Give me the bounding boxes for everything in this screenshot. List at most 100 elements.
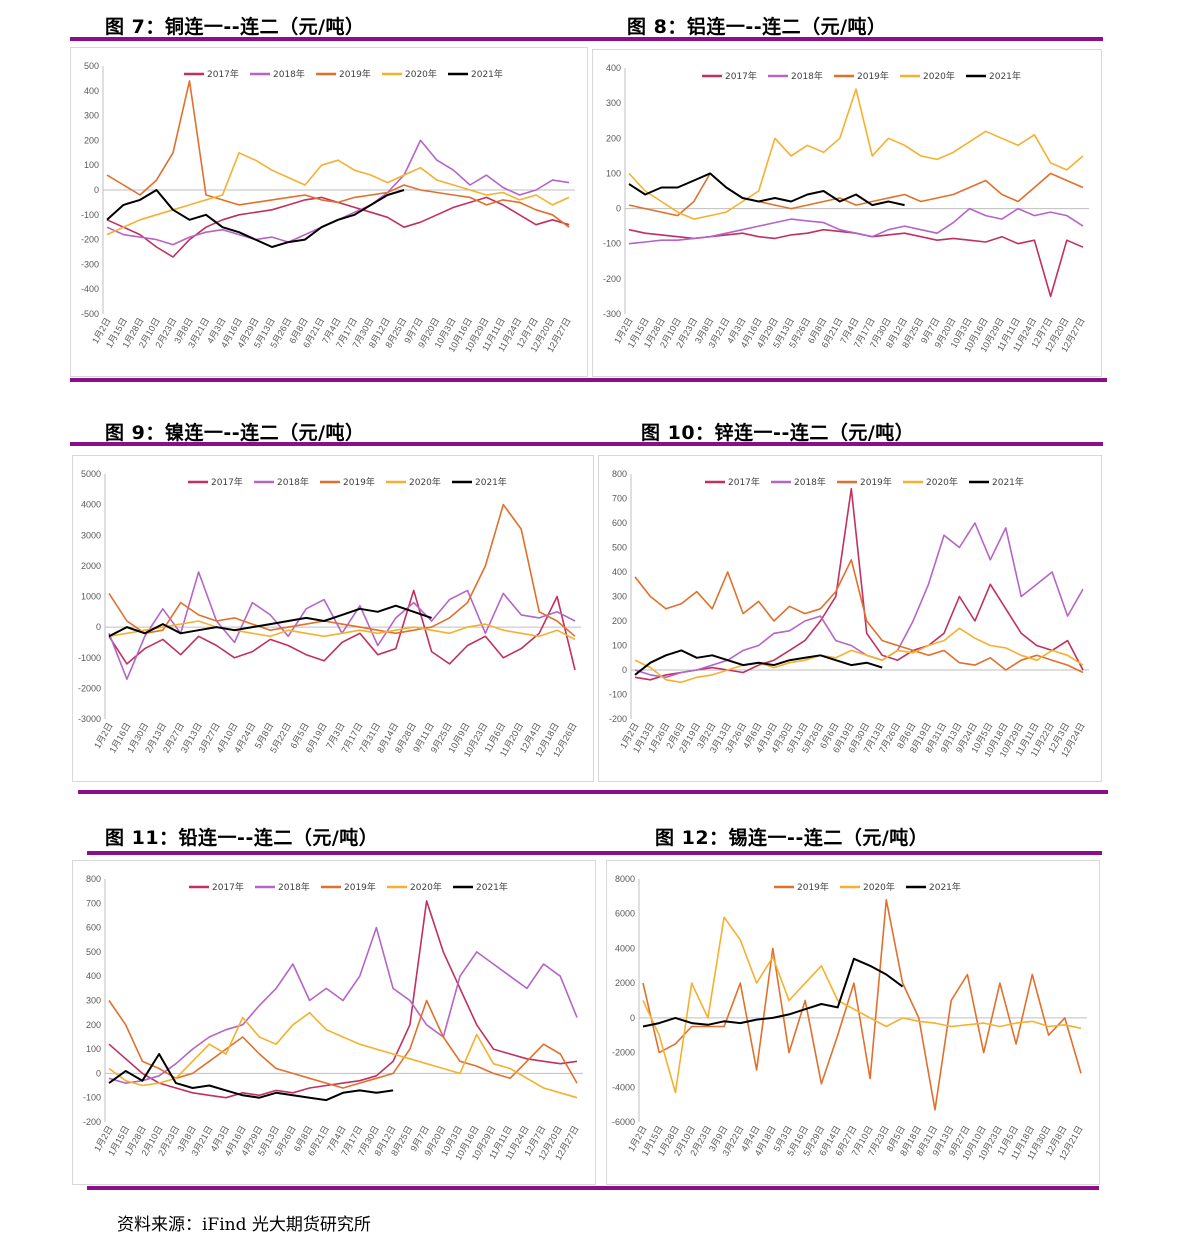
y-tick-label: 6000 [615, 909, 635, 919]
y-tick-label: 3000 [81, 530, 101, 540]
y-tick-label: -2000 [78, 683, 101, 693]
rule-row1-bottom [70, 378, 1107, 382]
y-tick-label: 2000 [81, 561, 101, 571]
legend-label: 2021年 [476, 881, 508, 893]
y-tick-label: 100 [86, 1044, 101, 1054]
chart-svg: 80006000400020000-2000-4000-60001月2日1月15… [612, 874, 1087, 1162]
legend-label: 2019年 [343, 476, 375, 488]
legend-label: 2021年 [471, 68, 503, 80]
chart-panel-lead: 800 700 600 500 400 300 200 100 0 -100 -200 1月2日 1月1… [72, 860, 596, 1185]
y-tick-label: 0 [96, 1068, 101, 1078]
y-tick-label: 200 [86, 1020, 101, 1030]
y-tick-label: 800 [612, 469, 627, 479]
fig11-title: 图 11：铅连一--连二（元/吨） [105, 827, 379, 849]
legend-label: 2018年 [278, 881, 310, 893]
series-line-2021年 [108, 1053, 394, 1102]
legend-label: 2018年 [791, 70, 823, 82]
chart-svg: 5004003002001000-100-200-300-400-5001月2日… [81, 61, 575, 354]
y-tick-label: 0 [96, 622, 101, 632]
chart-panel-tin: 8000 6000 4000 2000 0 -2000 -4000 -6000 1月2日 1月15… [606, 860, 1100, 1185]
y-tick-label: -100 [81, 210, 99, 220]
y-tick-label: -300 [81, 259, 99, 269]
y-tick-label: 600 [86, 923, 101, 933]
y-tick-label: 8000 [615, 874, 635, 884]
series-line-2019年 [642, 898, 1082, 1111]
series-line-2019年 [108, 999, 578, 1089]
series-line-2020年 [108, 1011, 578, 1099]
series-line-2019年 [108, 503, 576, 637]
y-tick-label: 200 [612, 616, 627, 626]
y-tick-label: 4000 [615, 943, 635, 953]
y-tick-label: 100 [612, 641, 627, 651]
y-tick-label: -3000 [78, 714, 101, 724]
y-tick-label: 500 [84, 61, 99, 71]
rule-row2-titles [70, 442, 1103, 446]
series-line-2018年 [108, 571, 576, 680]
legend-label: 2021年 [992, 476, 1024, 488]
y-tick-label: -200 [603, 274, 621, 284]
y-tick-label: 800 [86, 874, 101, 884]
y-tick-label: -4000 [612, 1082, 635, 1092]
chart-panel-aluminium: 400 300 200 100 0 -100 -200 -300 1月2日 1月15日 1月28日 2… [592, 49, 1102, 377]
y-tick-label: -2000 [612, 1048, 635, 1058]
series-line-2019年 [628, 172, 1084, 217]
y-tick-label: 300 [86, 996, 101, 1006]
legend-label: 2017年 [212, 881, 244, 893]
y-tick-label: 400 [606, 63, 621, 73]
y-tick-label: 700 [86, 898, 101, 908]
fig12-title: 图 12：锡连一--连二（元/吨） [655, 827, 929, 849]
y-tick-label: -500 [81, 309, 99, 319]
source-note: 资料来源：iFind 光大期货研究所 [117, 1215, 371, 1235]
series-line-2020年 [628, 88, 1084, 220]
rule-top-under-titles [70, 37, 1103, 41]
fig8-title: 图 8：铝连一--连二（元/吨） [627, 16, 887, 38]
legend-label: 2020年 [410, 881, 442, 893]
legend-label: 2018年 [273, 68, 305, 80]
series-line-2017年 [106, 196, 570, 258]
chart-panel-zinc: 800 700 600 500 400 300 200 100 0 -100 -200 1月2日 1月1… [598, 455, 1102, 782]
y-tick-label: 1000 [81, 592, 101, 602]
rule-row3-bottom [87, 1186, 1099, 1190]
legend-label: 2018年 [794, 476, 826, 488]
y-tick-label: 500 [86, 947, 101, 957]
series-line-2021年 [634, 649, 883, 676]
series-line-2017年 [634, 487, 1084, 681]
series-line-2020年 [106, 152, 570, 236]
legend-label: 2017年 [211, 476, 243, 488]
y-tick-label: -200 [609, 714, 627, 724]
series-line-2021年 [628, 172, 905, 207]
y-tick-label: -6000 [612, 1117, 635, 1127]
legend-label: 2017年 [728, 476, 760, 488]
series-line-2020年 [108, 620, 576, 641]
series-line-2019年 [106, 80, 570, 228]
series-line-2020年 [642, 916, 1082, 1094]
chart-svg: 8007006005004003002001000-100-2001月2日1月1… [83, 874, 583, 1162]
series-line-2018年 [108, 926, 578, 1084]
series-line-2017年 [108, 589, 576, 671]
fig10-title: 图 10：锌连一--连二（元/吨） [641, 422, 915, 444]
legend-label: 2019年 [797, 881, 829, 893]
y-tick-label: 0 [94, 185, 99, 195]
legend-label: 2019年 [860, 476, 892, 488]
series-line-2021年 [108, 604, 432, 638]
legend-label: 2017年 [207, 68, 239, 80]
legend-label: 2019年 [857, 70, 889, 82]
series-line-2019年 [634, 559, 1084, 674]
y-tick-label: 400 [86, 971, 101, 981]
y-tick-label: -300 [603, 309, 621, 319]
series-line-2018年 [634, 522, 1084, 679]
legend-label: 2019年 [339, 68, 371, 80]
y-tick-label: 700 [612, 494, 627, 504]
y-tick-label: 400 [84, 86, 99, 96]
y-tick-label: -1000 [78, 653, 101, 663]
legend-label: 2020年 [923, 70, 955, 82]
y-tick-label: -100 [603, 239, 621, 249]
y-tick-label: 0 [630, 1013, 635, 1023]
rule-row3-titles [87, 851, 1102, 855]
legend-label: 2020年 [863, 881, 895, 893]
y-tick-label: -400 [81, 284, 99, 294]
chart-svg: 8007006005004003002001000-100-2001月2日1月1… [609, 469, 1089, 759]
legend-label: 2020年 [405, 68, 437, 80]
y-tick-label: 600 [612, 518, 627, 528]
y-tick-label: -200 [83, 1117, 101, 1127]
